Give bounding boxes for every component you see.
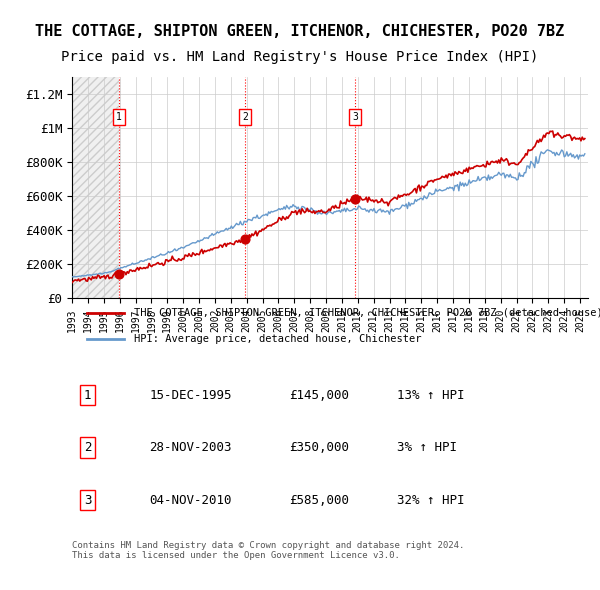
Point: [241, 234, 250, 243]
Text: Price paid vs. HM Land Registry's House Price Index (HPI): Price paid vs. HM Land Registry's House …: [61, 50, 539, 64]
Point: [350, 194, 360, 204]
Text: 32% ↑ HPI: 32% ↑ HPI: [397, 494, 464, 507]
Text: HPI: Average price, detached house, Chichester: HPI: Average price, detached house, Chic…: [134, 334, 421, 344]
Text: £350,000: £350,000: [289, 441, 349, 454]
Point: [114, 269, 124, 278]
Text: 15-DEC-1995: 15-DEC-1995: [149, 389, 232, 402]
Text: £585,000: £585,000: [289, 494, 349, 507]
Text: 1: 1: [84, 389, 91, 402]
Text: 1: 1: [116, 112, 122, 122]
Text: 2: 2: [242, 112, 248, 122]
Text: 13% ↑ HPI: 13% ↑ HPI: [397, 389, 464, 402]
Text: 28-NOV-2003: 28-NOV-2003: [149, 441, 232, 454]
Text: THE COTTAGE, SHIPTON GREEN, ITCHENOR, CHICHESTER, PO20 7BZ: THE COTTAGE, SHIPTON GREEN, ITCHENOR, CH…: [35, 24, 565, 38]
Text: 3: 3: [352, 112, 358, 122]
Text: Contains HM Land Registry data © Crown copyright and database right 2024.
This d: Contains HM Land Registry data © Crown c…: [72, 541, 464, 560]
Text: £145,000: £145,000: [289, 389, 349, 402]
Text: 2: 2: [84, 441, 91, 454]
Text: 04-NOV-2010: 04-NOV-2010: [149, 494, 232, 507]
Text: 3% ↑ HPI: 3% ↑ HPI: [397, 441, 457, 454]
Bar: [72, 77, 119, 299]
Text: 3: 3: [84, 494, 91, 507]
Text: THE COTTAGE, SHIPTON GREEN, ITCHENOR, CHICHESTER, PO20 7BZ (detached house): THE COTTAGE, SHIPTON GREEN, ITCHENOR, CH…: [134, 308, 600, 318]
